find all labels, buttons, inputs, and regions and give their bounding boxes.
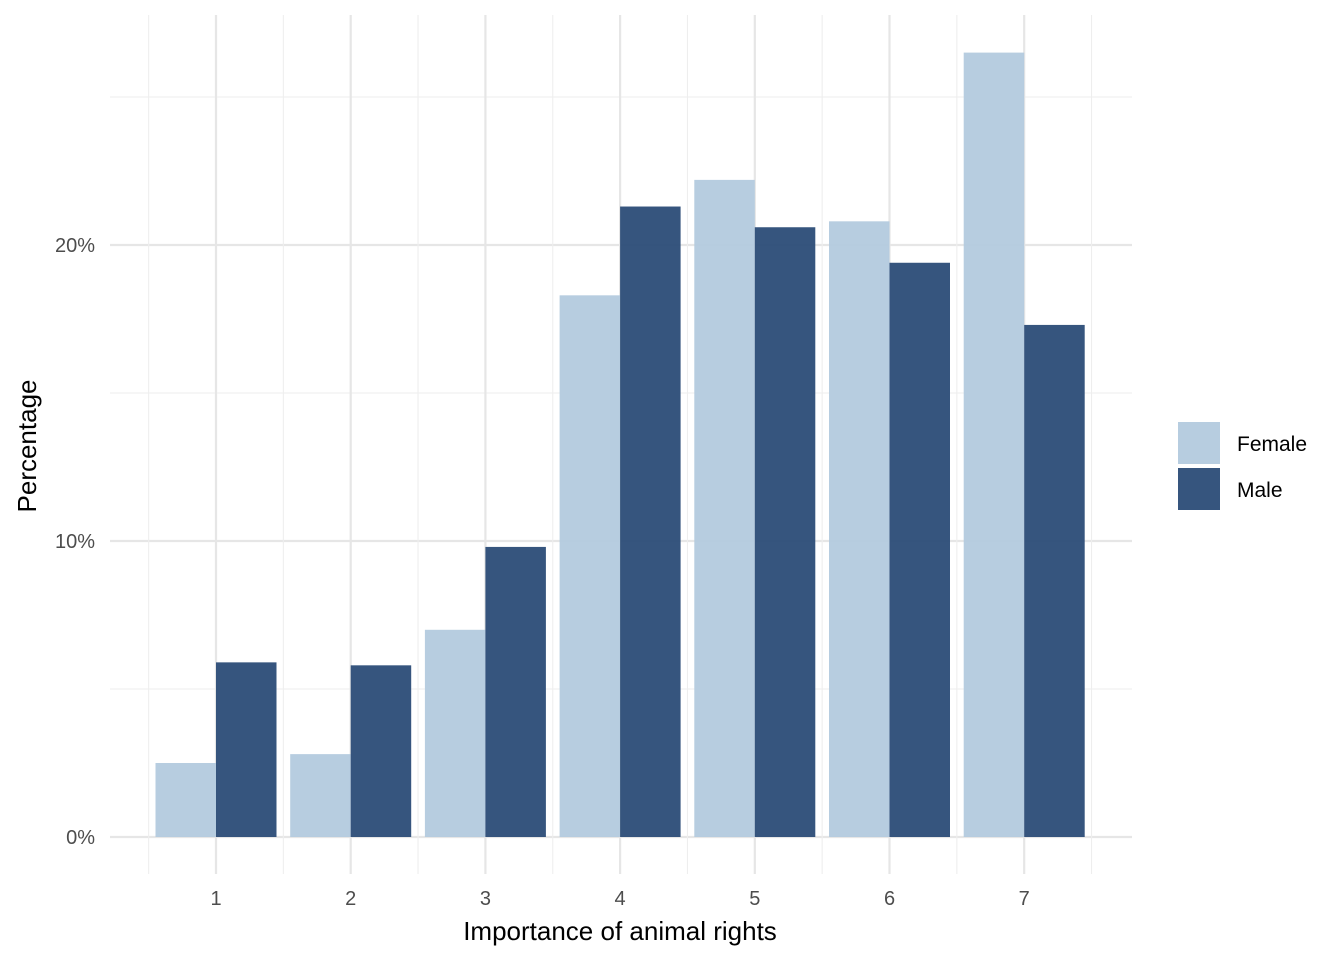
bar-male-1 [216, 662, 277, 837]
x-tick-label: 5 [749, 888, 760, 910]
bar-male-7 [1024, 324, 1085, 837]
x-tick-label: 4 [615, 888, 626, 910]
x-tick-label: 6 [884, 888, 895, 910]
bar-male-4 [620, 206, 681, 837]
y-tick-label: 10% [55, 531, 95, 553]
y-tick-label: 0% [66, 827, 95, 849]
bar-female-5 [694, 179, 755, 837]
x-tick-label: 1 [210, 888, 221, 910]
bars [155, 52, 1085, 838]
legend-key-male [1178, 468, 1220, 510]
bar-male-6 [889, 262, 950, 837]
bar-male-3 [485, 546, 546, 837]
x-tick-label: 7 [1019, 888, 1030, 910]
x-axis-title: Importance of animal rights [463, 916, 777, 946]
legend-label-female: Female [1237, 433, 1307, 456]
y-axis-title: Percentage [12, 380, 42, 513]
y-axis-tick-labels: 0% 10% 20% [55, 235, 95, 849]
bar-female-7 [963, 52, 1025, 838]
bar-male-5 [754, 227, 816, 838]
legend: Female Male [1178, 422, 1307, 510]
bar-female-6 [829, 221, 890, 837]
bar-female-1 [155, 763, 216, 837]
x-tick-label: 2 [345, 888, 356, 910]
legend-key-female [1178, 422, 1220, 464]
bar-female-4 [559, 295, 621, 837]
x-tick-label: 3 [480, 888, 491, 910]
bar-male-2 [350, 665, 412, 837]
x-axis-tick-labels: 1 2 3 4 5 6 7 [210, 888, 1029, 910]
legend-label-male: Male [1237, 479, 1283, 502]
bar-female-2 [290, 754, 351, 837]
bar-female-3 [424, 629, 486, 837]
y-tick-label: 20% [55, 235, 95, 257]
